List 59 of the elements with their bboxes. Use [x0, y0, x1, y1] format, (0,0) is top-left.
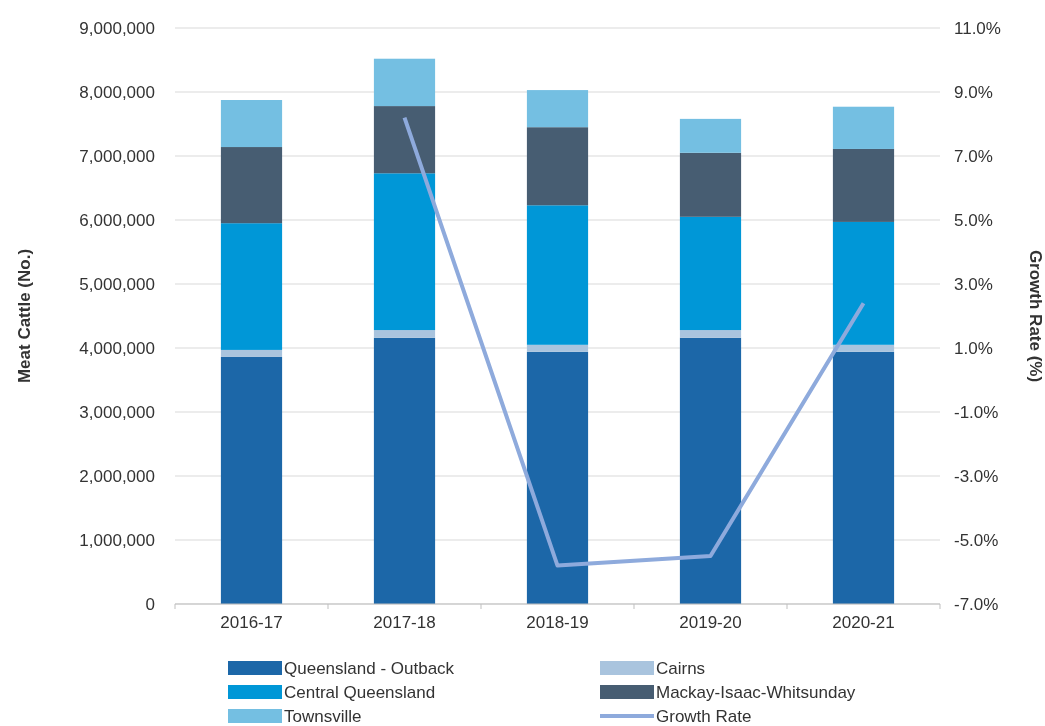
bar	[373, 106, 436, 174]
bar	[220, 349, 283, 357]
bar	[220, 223, 283, 350]
bar	[679, 337, 742, 604]
bar	[526, 127, 589, 206]
y2-tick-label: -5.0%	[954, 531, 999, 550]
y-tick-label: 9,000,000	[79, 19, 155, 38]
bar	[373, 337, 436, 604]
line-series	[402, 115, 866, 568]
bar	[220, 100, 283, 148]
y-tick-label: 4,000,000	[79, 339, 155, 358]
legend-label: Growth Rate	[656, 707, 752, 726]
bar	[832, 221, 895, 345]
y2-axis-title: Growth Rate (%)	[1026, 249, 1045, 383]
y2-tick-label: 9.0%	[954, 83, 993, 102]
y-tick-label: 7,000,000	[79, 147, 155, 166]
bar	[526, 90, 589, 128]
bar	[526, 351, 589, 604]
bar	[220, 147, 283, 224]
x-tick-label: 2017-18	[373, 613, 436, 632]
x-tick-label: 2016-17	[220, 613, 283, 632]
bar	[832, 148, 895, 222]
y-tick-label: 8,000,000	[79, 83, 155, 102]
y2-tick-label: 5.0%	[954, 211, 993, 230]
bar	[832, 351, 895, 604]
x-tick-label: 2018-19	[526, 613, 589, 632]
bar	[679, 330, 742, 338]
bar	[832, 106, 895, 149]
y-tick-label: 1,000,000	[79, 531, 155, 550]
y2-tick-label: 7.0%	[954, 147, 993, 166]
y2-tick-label: 11.0%	[954, 19, 1001, 38]
y2-tick-label: 1.0%	[954, 339, 993, 358]
bar	[373, 58, 436, 107]
bar	[679, 152, 742, 217]
y-tick-label: 3,000,000	[79, 403, 155, 422]
legend-label: Cairns	[656, 659, 706, 678]
legend-label: Central Queensland	[284, 683, 436, 702]
bar	[679, 216, 742, 331]
y-tick-label: 6,000,000	[79, 211, 155, 230]
bar	[832, 344, 895, 352]
legend-label: Townsville	[284, 707, 362, 726]
y-tick-label: 0	[145, 595, 155, 614]
bar	[526, 344, 589, 352]
bar	[373, 330, 436, 338]
y2-tick-label: -1.0%	[954, 403, 999, 422]
bar	[373, 173, 436, 331]
y-tick-label: 2,000,000	[79, 467, 155, 486]
y2-tick-label: -3.0%	[954, 467, 999, 486]
y-tick-label: 5,000,000	[79, 275, 155, 294]
y-axis-title: Meat Cattle (No.)	[15, 248, 34, 384]
x-tick-label: 2019-20	[679, 613, 742, 632]
bar	[220, 356, 283, 604]
legend-label: Queensland - Outback	[284, 659, 455, 678]
legend-label: Mackay-Isaac-Whitsunday	[656, 683, 856, 702]
y2-tick-label: 3.0%	[954, 275, 993, 294]
y2-tick-label: -7.0%	[954, 595, 999, 614]
bar	[526, 205, 589, 345]
bar	[679, 118, 742, 153]
x-tick-label: 2020-21	[832, 613, 895, 632]
